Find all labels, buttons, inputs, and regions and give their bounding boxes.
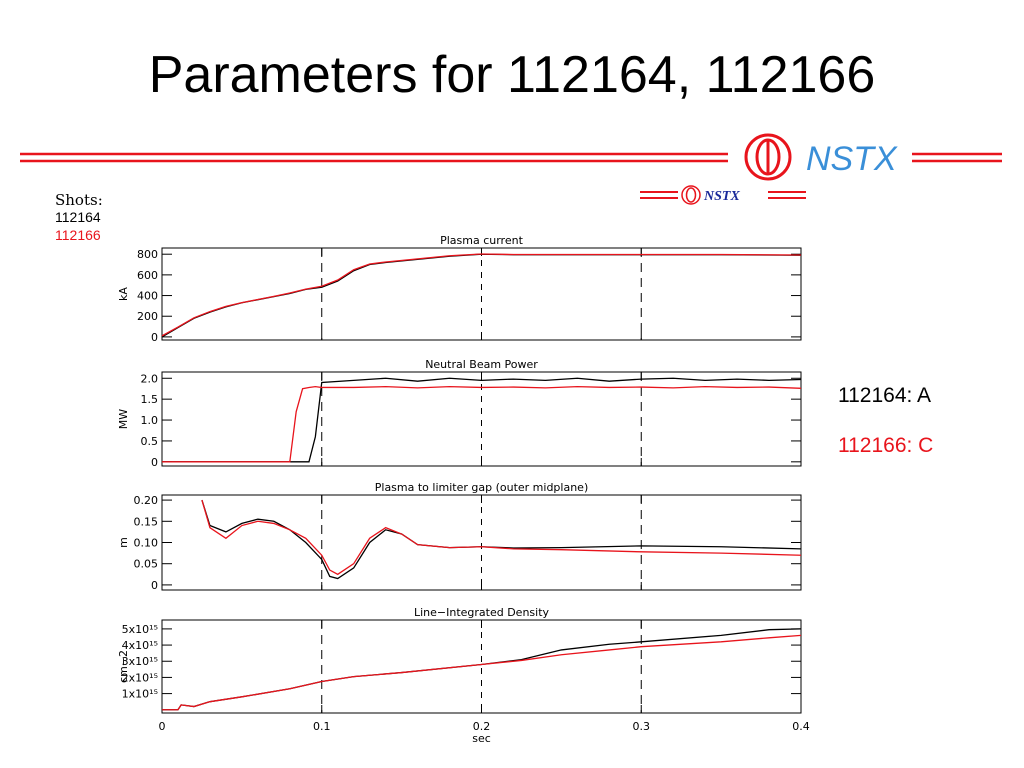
y-tick-label: 1.0 xyxy=(141,414,159,427)
y-tick-label: 1x10¹⁵ xyxy=(122,688,158,701)
y-axis-label: kA xyxy=(117,287,130,301)
y-tick-label: 0.15 xyxy=(134,515,159,528)
y-tick-label: 5x10¹⁵ xyxy=(122,623,158,636)
small-logo-rule xyxy=(640,191,806,199)
legend-title: Shots: xyxy=(55,191,103,209)
y-axis-label: m xyxy=(117,537,130,548)
series-line xyxy=(201,499,802,576)
chart-title: Neutral Beam Power xyxy=(425,358,538,371)
y-tick-label: 600 xyxy=(137,269,158,282)
chart-title: Plasma current xyxy=(440,234,523,247)
y-tick-label: 2.0 xyxy=(141,372,159,385)
series-line xyxy=(201,499,802,580)
series-line xyxy=(162,377,802,463)
y-tick-label: 0.05 xyxy=(134,558,159,571)
chart-title: Line−Integrated Density xyxy=(414,606,550,619)
header-rule xyxy=(20,152,1002,163)
legend-entry: 112164 xyxy=(55,209,101,225)
y-tick-label: 3x10¹⁵ xyxy=(122,655,158,668)
x-tick-label: 0 xyxy=(159,720,166,733)
y-axis-label: cm−2 xyxy=(117,650,130,683)
annotation: 112166: C xyxy=(838,434,933,457)
plot-frame xyxy=(161,247,802,341)
series-line xyxy=(162,634,802,711)
x-tick-label: 0.4 xyxy=(792,720,810,733)
x-axis-label: sec xyxy=(472,732,491,745)
x-tick-label: 0.1 xyxy=(313,720,331,733)
y-tick-label: 0 xyxy=(151,456,158,469)
logo-mark xyxy=(744,133,792,181)
y-tick-label: 4x10¹⁵ xyxy=(122,639,158,652)
y-axis-label: MW xyxy=(117,409,130,429)
x-tick-label: 0.3 xyxy=(633,720,651,733)
series-line xyxy=(161,253,802,337)
y-tick-label: 2x10¹⁵ xyxy=(122,671,158,684)
annotation: 112164: A xyxy=(838,384,931,407)
legend-entry: 112166 xyxy=(55,227,101,243)
slide-title: Parameters for 112164, 112166 xyxy=(149,46,876,104)
y-tick-label: 0.5 xyxy=(141,435,159,448)
plot-frame xyxy=(161,371,802,467)
y-tick-label: 0 xyxy=(151,579,158,592)
plot-frame xyxy=(161,494,802,591)
small-logo-text: NSTX xyxy=(703,189,740,204)
y-tick-label: 200 xyxy=(137,310,158,323)
small-logo-mark xyxy=(681,185,701,205)
y-tick-label: 0.20 xyxy=(134,494,159,507)
y-tick-label: 0.10 xyxy=(134,537,159,550)
x-tick-label: 0.2 xyxy=(473,720,491,733)
y-tick-label: 800 xyxy=(137,248,158,261)
y-tick-label: 0 xyxy=(151,331,158,344)
chart-title: Plasma to limiter gap (outer midplane) xyxy=(375,481,589,494)
plot-frame xyxy=(161,619,802,714)
y-tick-label: 400 xyxy=(137,290,158,303)
logo-text: NSTX xyxy=(806,140,898,178)
y-tick-label: 1.5 xyxy=(141,393,159,406)
series-line xyxy=(162,385,802,463)
